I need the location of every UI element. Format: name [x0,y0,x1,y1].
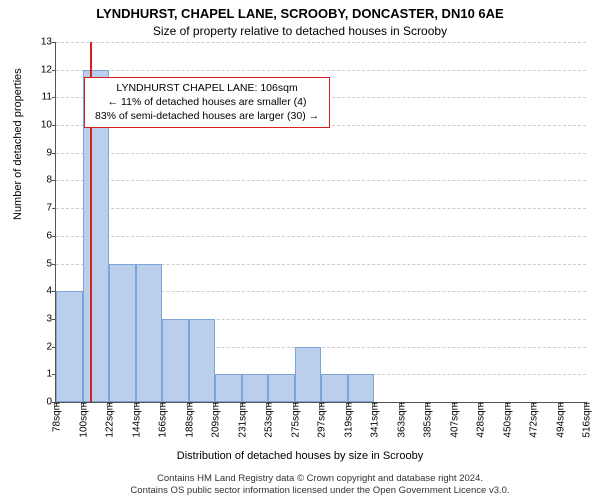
ytick-label: 6 [46,230,56,241]
gridline [56,153,586,154]
xtick-label: 428sqm [474,402,487,438]
xtick-label: 188sqm [182,402,195,438]
xtick-label: 407sqm [447,402,460,438]
ytick-label: 7 [46,203,56,214]
info-box-line1: LYNDHURST CHAPEL LANE: 106sqm [95,81,319,95]
xtick-label: 122sqm [103,402,116,438]
chart-title-main: LYNDHURST, CHAPEL LANE, SCROOBY, DONCAST… [0,6,600,21]
chart-container: LYNDHURST, CHAPEL LANE, SCROOBY, DONCAST… [0,0,600,500]
xtick-label: 78sqm [50,402,63,432]
histogram-bar [215,374,242,402]
ytick-label: 5 [46,258,56,269]
ytick-label: 10 [41,120,56,131]
footer-attribution: Contains HM Land Registry data © Crown c… [55,473,585,496]
info-box-line2: ← 11% of detached houses are smaller (4) [95,95,319,109]
histogram-bar [162,319,189,402]
ytick-label: 9 [46,147,56,158]
xtick-label: 319sqm [341,402,354,438]
ytick-label: 11 [42,92,56,103]
gridline [56,236,586,237]
xtick-label: 231sqm [235,402,248,438]
ytick-label: 13 [41,37,56,48]
xtick-label: 144sqm [129,402,142,438]
xtick-label: 341sqm [368,402,381,438]
xtick-label: 275sqm [288,402,301,438]
plot-area: 01234567891011121378sqm100sqm122sqm144sq… [55,42,586,403]
xtick-label: 385sqm [421,402,434,438]
ytick-label: 12 [41,64,56,75]
info-box: LYNDHURST CHAPEL LANE: 106sqm ← 11% of d… [84,77,330,128]
xtick-label: 100sqm [76,402,89,438]
ytick-label: 4 [46,286,56,297]
histogram-bar [268,374,295,402]
xtick-label: 516sqm [580,402,593,438]
ytick-label: 1 [46,369,56,380]
ytick-label: 8 [46,175,56,186]
xtick-label: 450sqm [500,402,513,438]
histogram-bar [321,374,348,402]
gridline [56,42,586,43]
ytick-label: 3 [46,313,56,324]
info-box-line3: 83% of semi-detached houses are larger (… [95,109,319,123]
histogram-bar [242,374,269,402]
histogram-bar [295,347,322,402]
histogram-bar [136,264,163,402]
gridline [56,180,586,181]
gridline [56,208,586,209]
y-axis-label: Number of detached properties [12,68,24,220]
ytick-label: 2 [46,341,56,352]
footer-line1: Contains HM Land Registry data © Crown c… [55,473,585,484]
xtick-label: 297sqm [315,402,328,438]
xtick-label: 209sqm [209,402,222,438]
chart-title-sub: Size of property relative to detached ho… [0,24,600,38]
xtick-label: 494sqm [553,402,566,438]
x-axis-label: Distribution of detached houses by size … [0,450,600,462]
histogram-bar [348,374,375,402]
gridline [56,70,586,71]
xtick-label: 253sqm [262,402,275,438]
footer-line2: Contains OS public sector information li… [55,485,585,496]
histogram-bar [109,264,136,402]
xtick-label: 363sqm [394,402,407,438]
xtick-label: 166sqm [156,402,169,438]
histogram-bar [56,291,83,402]
xtick-label: 472sqm [527,402,540,438]
histogram-bar [189,319,216,402]
